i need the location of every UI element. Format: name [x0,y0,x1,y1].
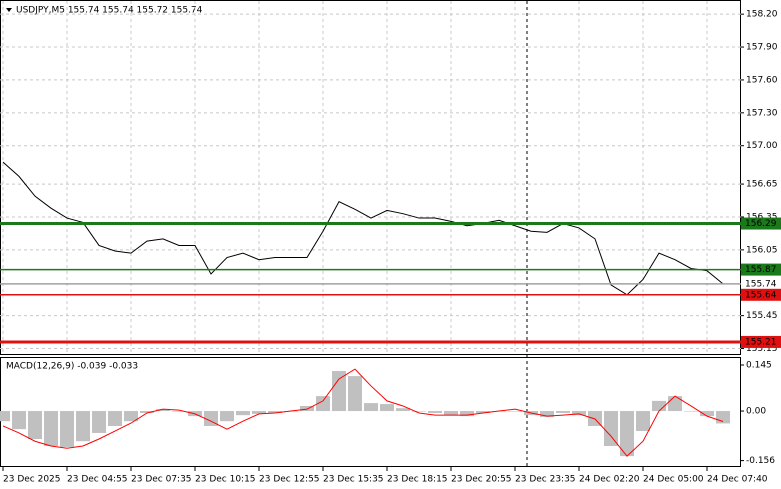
histogram-bar [140,411,154,413]
histogram-bar [252,411,266,414]
x-tick-label: 23 Dec 23:35 [515,475,576,485]
y-tick-label: 156.35 [746,212,778,222]
histogram-bar [172,411,186,412]
histogram-bar [204,411,218,426]
y-tick-label: 0.00 [746,407,766,417]
histogram-bar [540,411,554,418]
level-label: 156.29 [745,219,777,229]
x-tick-label: 23 Dec 07:35 [131,475,192,485]
histogram-bar [444,411,458,416]
level-label: 155.64 [745,290,777,300]
histogram-bar [236,411,250,416]
x-tick-label: 24 Dec 07:40 [707,475,768,485]
y-tick-label: 0.145 [746,360,772,370]
histogram-bar [716,411,730,424]
histogram-bar [92,411,106,433]
x-tick-label: 23 Dec 2025 [3,475,61,485]
histogram-bar [652,400,666,412]
histogram-bar [428,411,442,413]
level-label-box [741,277,781,290]
histogram-bar [348,376,362,412]
x-tick-label: 23 Dec 12:55 [259,475,320,485]
x-tick-label: 23 Dec 04:55 [67,475,128,485]
y-tick-label: 157.90 [746,43,778,53]
histogram-bar [44,411,58,446]
level-label-box [741,288,781,301]
histogram-bar [460,411,474,417]
histogram-bar [508,411,522,412]
y-tick-label: 156.05 [746,245,778,255]
macd-header: MACD(12,26,9) -0.039 -0.033 [6,362,138,372]
y-tick-label: 157.30 [746,108,778,118]
histogram-bar [300,405,314,412]
histogram-bar [156,409,170,412]
x-tick-label: 24 Dec 02:20 [579,475,640,485]
menu-arrow[interactable] [6,8,12,12]
price-line [2,161,724,296]
histogram-bar [476,411,490,413]
histogram-bar [0,411,10,422]
signal-line [2,368,724,457]
histogram-bar [700,411,714,417]
histogram-bar [316,396,330,412]
y-tick-label: 155.45 [746,311,778,321]
y-tick-label: -0.156 [746,456,775,466]
histogram-bar [332,371,346,412]
x-tick-label: 23 Dec 20:55 [451,475,512,485]
x-tick-label: 23 Dec 18:15 [387,475,448,485]
histogram-bar [28,411,42,439]
symbol-header: USDJPY,M5 155.74 155.74 155.72 155.74 [16,6,203,16]
histogram-bar [76,411,90,442]
histogram-bar [620,411,634,457]
histogram-bar [124,411,138,422]
level-label: 155.87 [745,265,777,275]
histogram-bar [364,403,378,412]
main-panel-frame [0,0,741,355]
histogram-bar [684,411,698,412]
histogram-bar [108,411,122,426]
histogram-bar [636,411,650,432]
histogram-bar [604,411,618,446]
x-tick-label: 24 Dec 05:00 [643,475,704,485]
y-tick-label: 156.65 [746,180,778,190]
x-tick-label: 23 Dec 10:15 [195,475,256,485]
y-tick-label: 155.15 [746,344,778,354]
y-tick-label: 157.00 [746,141,778,151]
histogram-bar [60,411,74,447]
y-tick-label: 158.20 [746,10,778,20]
histogram-bar [220,411,234,422]
histogram-bar [668,396,682,412]
level-label-box [741,263,781,276]
y-tick-label: 157.60 [746,75,778,85]
histogram-bar [396,408,410,412]
level-label-box [741,217,781,230]
level-label-box [741,335,781,348]
histogram-bar [412,411,426,412]
histogram-bar [380,404,394,412]
x-tick-label: 23 Dec 15:35 [323,475,384,485]
histogram-bar [12,411,26,430]
level-label: 155.74 [745,279,777,289]
level-label: 155.21 [745,337,777,347]
histogram-bar [572,411,586,416]
histogram-bar [268,411,282,413]
histogram-bar [556,411,570,413]
